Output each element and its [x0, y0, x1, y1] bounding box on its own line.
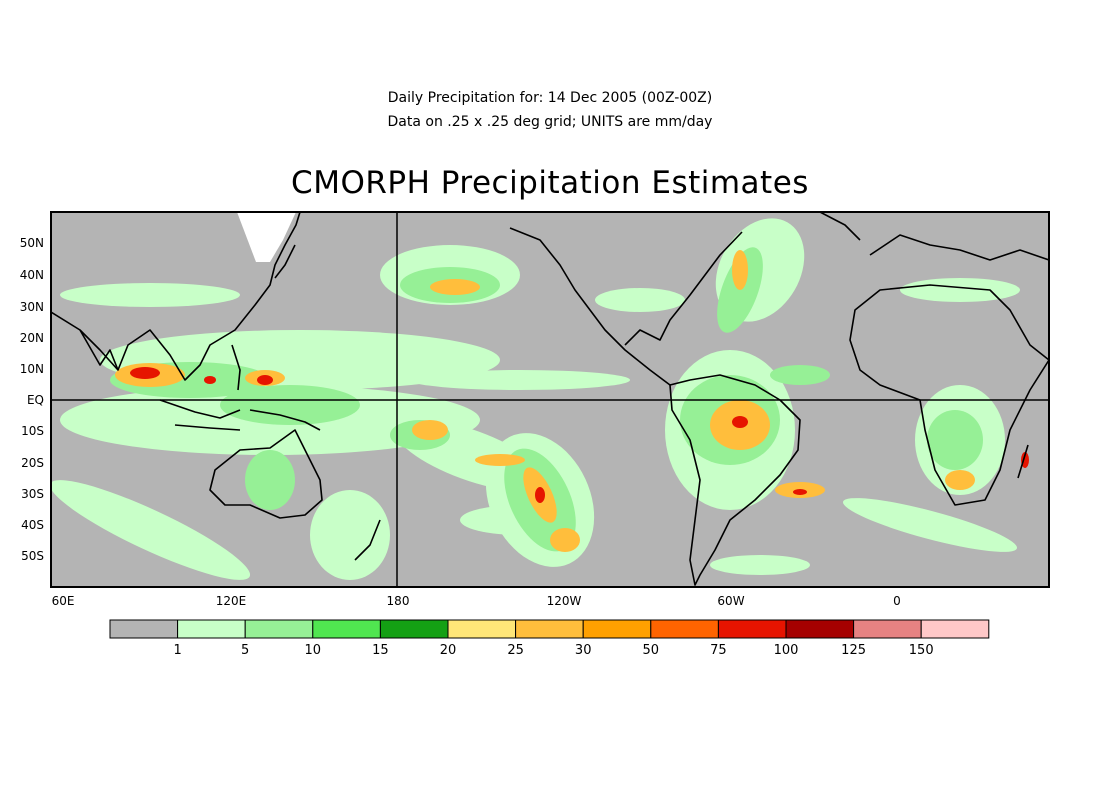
legend-label: 150: [909, 643, 934, 658]
coastlines: [51, 212, 1049, 586]
lat-label: 50N: [20, 236, 44, 250]
precip-intense: [130, 367, 1029, 503]
legend-label: 25: [507, 643, 524, 658]
lon-label: 60W: [717, 594, 744, 608]
legend-label: 1: [173, 643, 181, 658]
lat-label: 40N: [20, 268, 44, 282]
lat-label: 10N: [20, 362, 44, 376]
lat-label: 50S: [21, 549, 44, 563]
legend-swatch: [312, 619, 381, 639]
legend-swatch: [650, 619, 719, 639]
legend-label: 10: [305, 643, 322, 658]
lon-label: 0: [893, 594, 901, 608]
legend-swatch: [582, 619, 652, 639]
longitude-labels: 60E 120E 180 120W 60W 0: [52, 594, 901, 608]
lat-label: 20S: [21, 456, 44, 470]
lon-label: 120W: [547, 594, 582, 608]
lat-label: 40S: [21, 518, 44, 532]
lon-label: 180: [387, 594, 410, 608]
lon-label: 60E: [52, 594, 75, 608]
legend-swatch: [785, 619, 855, 639]
lat-label: 20N: [20, 331, 44, 345]
legend-swatch: [109, 619, 179, 639]
lat-label: 10S: [21, 424, 44, 438]
legend-label: 5: [241, 643, 249, 658]
legend-label: 125: [841, 643, 866, 658]
legend-swatch: [853, 619, 922, 639]
legend-swatch: [177, 619, 246, 639]
legend-swatch: [920, 619, 990, 639]
no-data-region: [237, 212, 296, 262]
legend-label: 30: [575, 643, 592, 658]
latitude-labels: 50N 40N 30N 20N 10N EQ 10S 20S 30S 40S 5…: [20, 236, 44, 563]
subtitle-date: Daily Precipitation for: 14 Dec 2005 (00…: [387, 90, 713, 106]
legend-label: 50: [643, 643, 660, 658]
lat-label: EQ: [27, 393, 44, 407]
legend-swatch: [244, 619, 314, 639]
legend-swatch: [717, 619, 787, 639]
legend-label: 15: [372, 643, 389, 658]
lat-label: 30N: [20, 300, 44, 314]
map-title: CMORPH Precipitation Estimates: [291, 165, 809, 201]
lat-label: 30S: [21, 487, 44, 501]
legend-label: 100: [774, 643, 799, 658]
lon-label: 120E: [216, 594, 247, 608]
map-frame: [50, 211, 1050, 588]
legend-label: 20: [440, 643, 457, 658]
legend-swatch: [515, 619, 584, 639]
subtitle-units: Data on .25 x .25 deg grid; UNITS are mm…: [387, 114, 713, 130]
legend-swatch: [447, 619, 517, 639]
legend-label: 75: [710, 643, 727, 658]
legend-swatch: [379, 619, 449, 639]
